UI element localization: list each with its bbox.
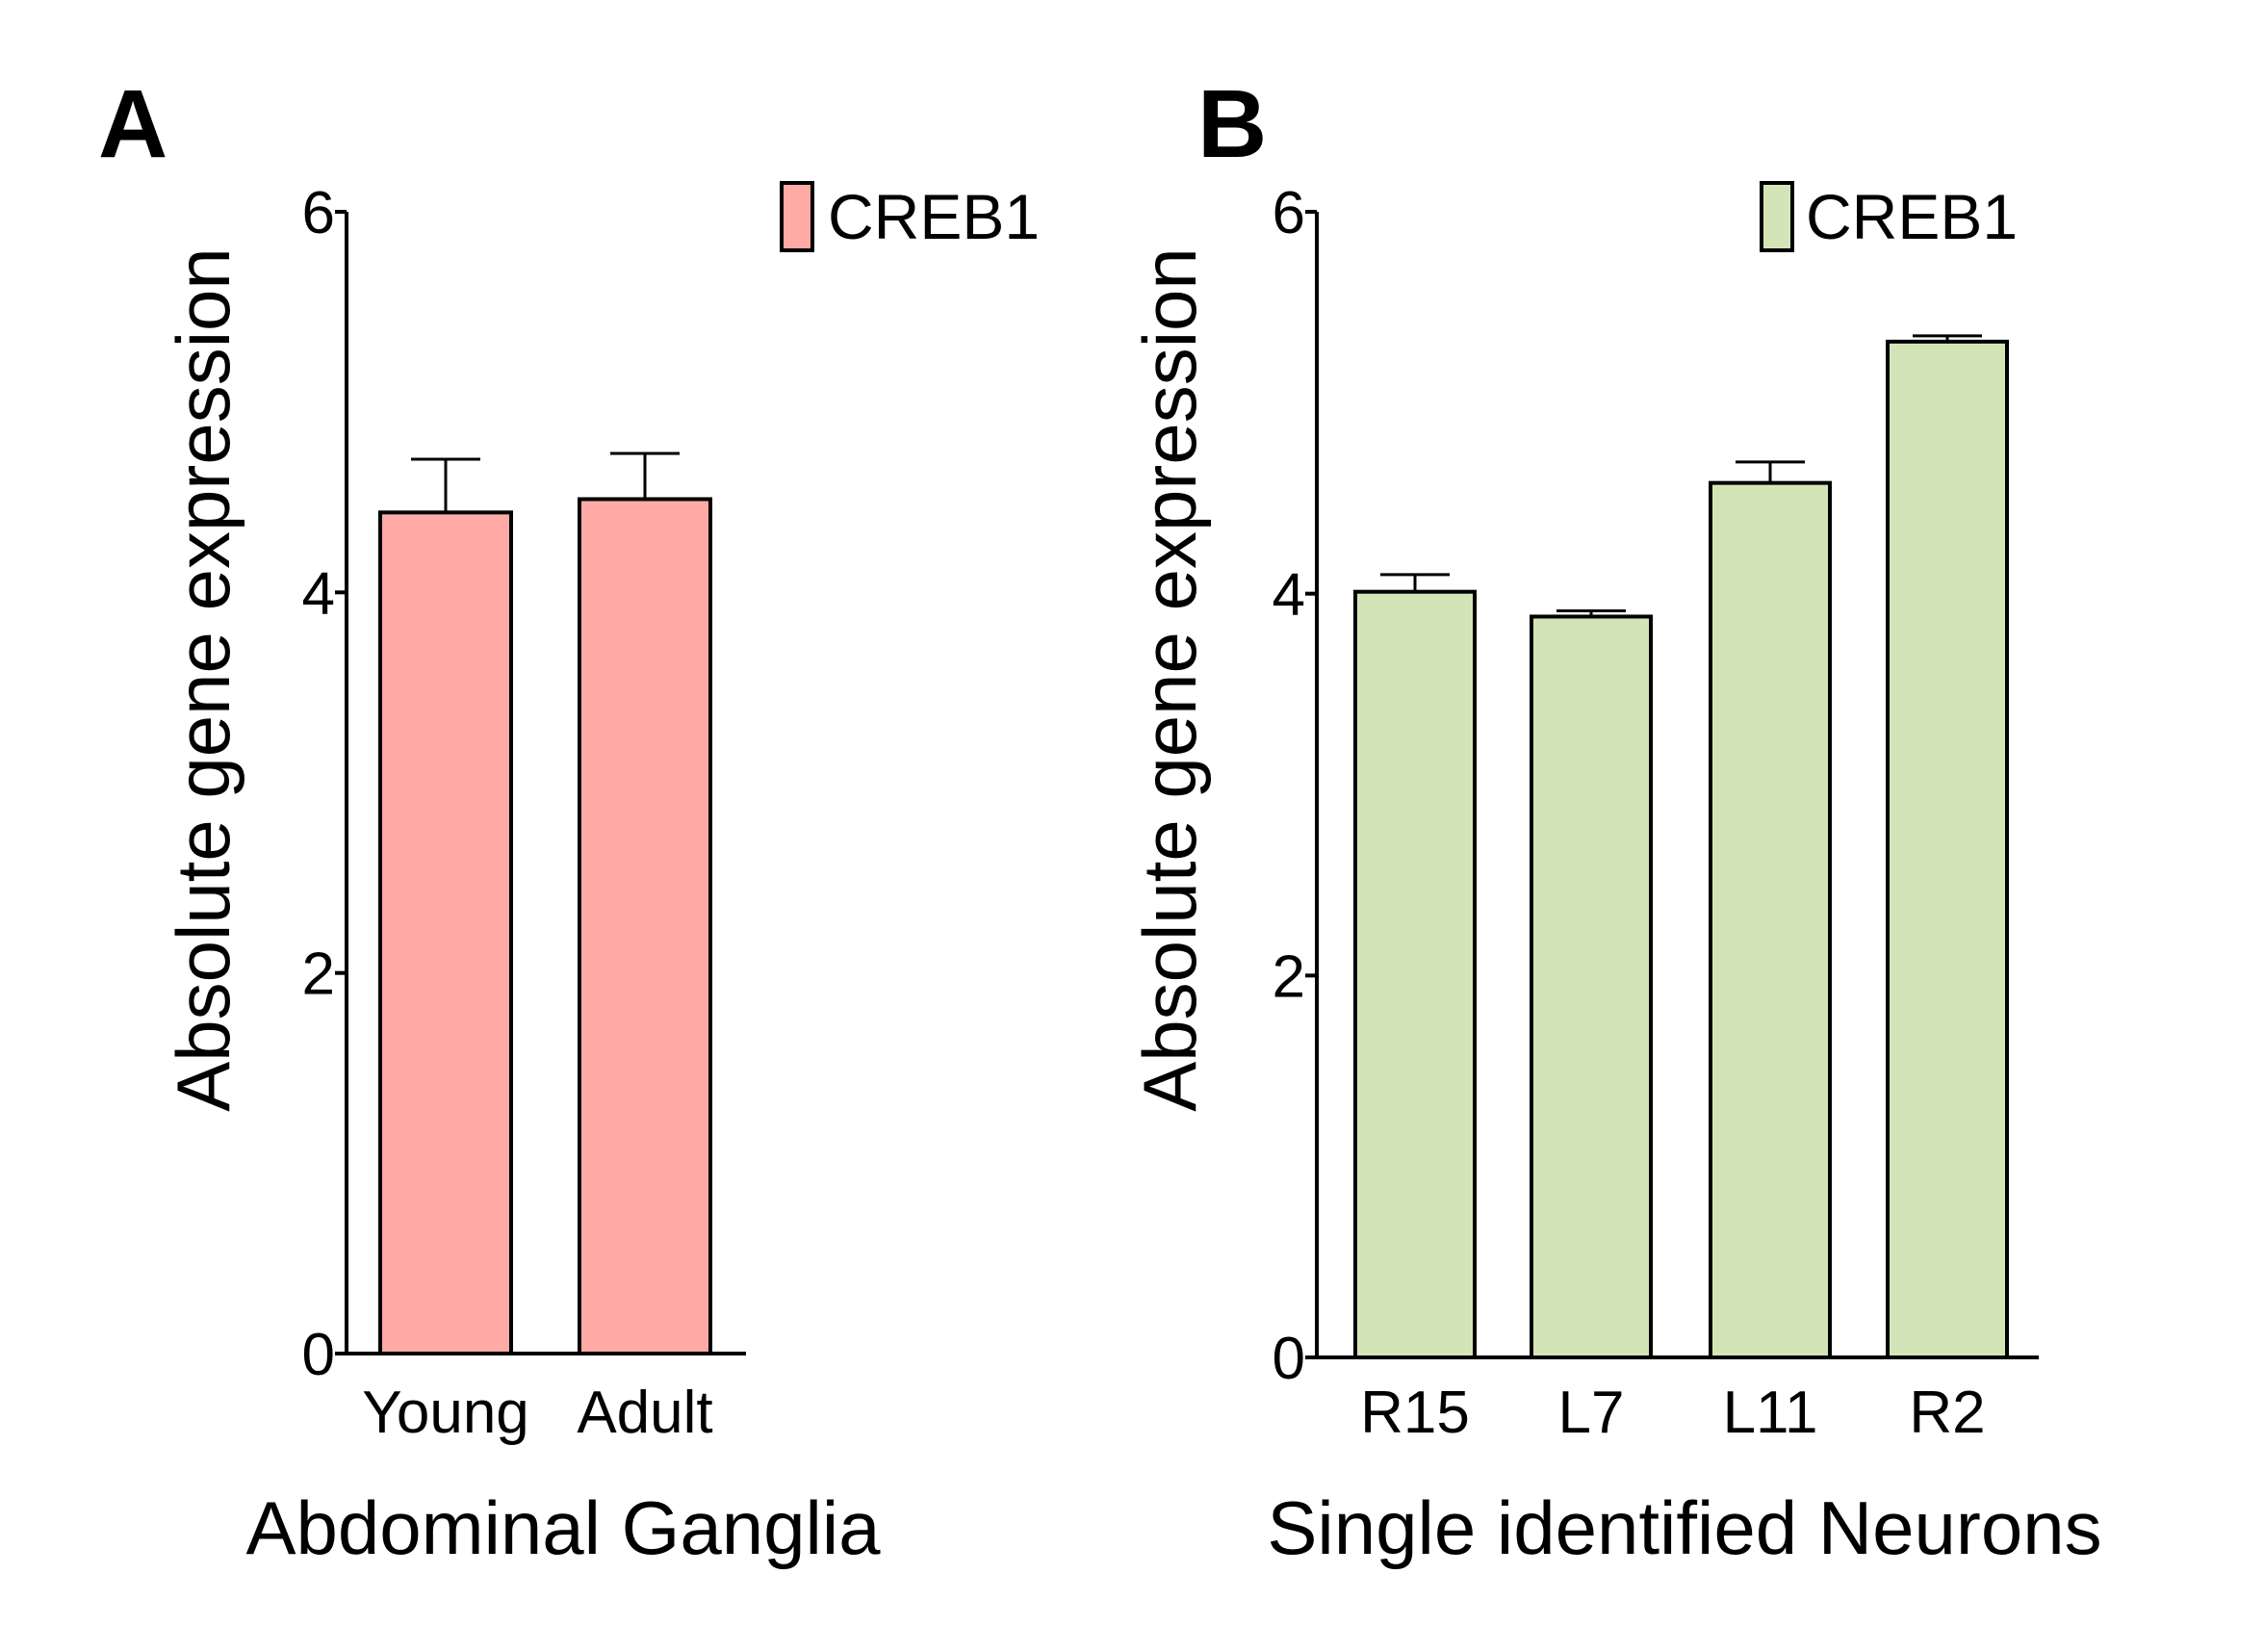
panel-a-legend: CREB1 xyxy=(780,181,1040,252)
panel-a-legend-swatch xyxy=(780,181,814,252)
panel-b-legend: CREB1 xyxy=(1760,181,2018,252)
panel-a-legend-label: CREB1 xyxy=(828,181,1040,252)
panel-b-y-tick-label-0: 0 xyxy=(1273,1326,1305,1392)
panel-b-bar-r15 xyxy=(1353,589,1477,1359)
panel-b-x-tick-labels: R15 L7 L11 R2 xyxy=(1360,1380,1986,1446)
panel-b-legend-label: CREB1 xyxy=(1806,181,2018,252)
panel-a-y-axis-title: Absolute gene expression xyxy=(161,247,245,1112)
panel-a-chart: A Absolute gene expression 0 2 4 6 Young Adu… xyxy=(98,70,1040,1570)
panel-a-error-bar-young xyxy=(411,457,480,513)
panel-b-x-tick-label-l11: L11 xyxy=(1723,1380,1818,1446)
panel-b-x-tick-label-r2: R2 xyxy=(1909,1380,1985,1446)
panel-a-letter: A xyxy=(98,70,167,178)
panel-b-bar-l7 xyxy=(1530,614,1653,1359)
panel-a-error-bar-adult xyxy=(610,452,680,500)
panel-b-legend-swatch xyxy=(1760,181,1794,252)
panel-a-x-tick-labels: Young Adult xyxy=(362,1380,712,1446)
panel-b-x-tick-label-l7: L7 xyxy=(1558,1380,1625,1446)
panel-b-chart: B Absolute gene expression 0 2 4 6 R15 L7 L11… xyxy=(1127,70,2102,1570)
panel-b-error-bar-r15 xyxy=(1380,573,1450,592)
panel-b-letter: B xyxy=(1197,70,1267,178)
panel-a-bar-young xyxy=(378,510,513,1355)
panel-b-x-axis-title: Single identified Neurons xyxy=(1267,1485,2101,1570)
panel-b-y-tick-label-3: 6 xyxy=(1273,180,1305,246)
panel-a-x-tick-label-young: Young xyxy=(362,1380,529,1446)
panel-a-y-ticks: 0 2 4 6 xyxy=(302,180,347,1388)
panel-a-y-tick-label-0: 0 xyxy=(302,1322,335,1388)
panel-a-y-tick-label-2: 4 xyxy=(302,560,335,627)
panel-a-x-tick-label-adult: Adult xyxy=(577,1380,712,1446)
panel-b-bars xyxy=(1353,334,2009,1359)
panel-a-x-axis-title: Abdominal Ganglia xyxy=(245,1485,881,1570)
panel-a-y-tick-label-1: 2 xyxy=(302,942,335,1008)
panel-b-y-tick-label-1: 2 xyxy=(1273,943,1305,1010)
panel-b-error-bar-l11 xyxy=(1736,460,1805,483)
panel-b-y-axis-title: Absolute gene expression xyxy=(1127,247,1212,1112)
panel-b-x-tick-label-r15: R15 xyxy=(1360,1380,1470,1446)
panel-a-bar-adult xyxy=(578,497,712,1355)
panel-b-y-ticks: 0 2 4 6 xyxy=(1273,180,1317,1392)
panel-b-bar-l11 xyxy=(1709,480,1832,1359)
panel-b-bar-r2 xyxy=(1886,339,2009,1359)
panel-b-error-bar-l7 xyxy=(1556,609,1626,617)
panel-a-bars xyxy=(378,452,712,1355)
panel-a-y-tick-label-3: 6 xyxy=(302,180,335,246)
panel-b-error-bar-r2 xyxy=(1913,334,1982,342)
panel-b-y-tick-label-2: 4 xyxy=(1273,562,1305,629)
